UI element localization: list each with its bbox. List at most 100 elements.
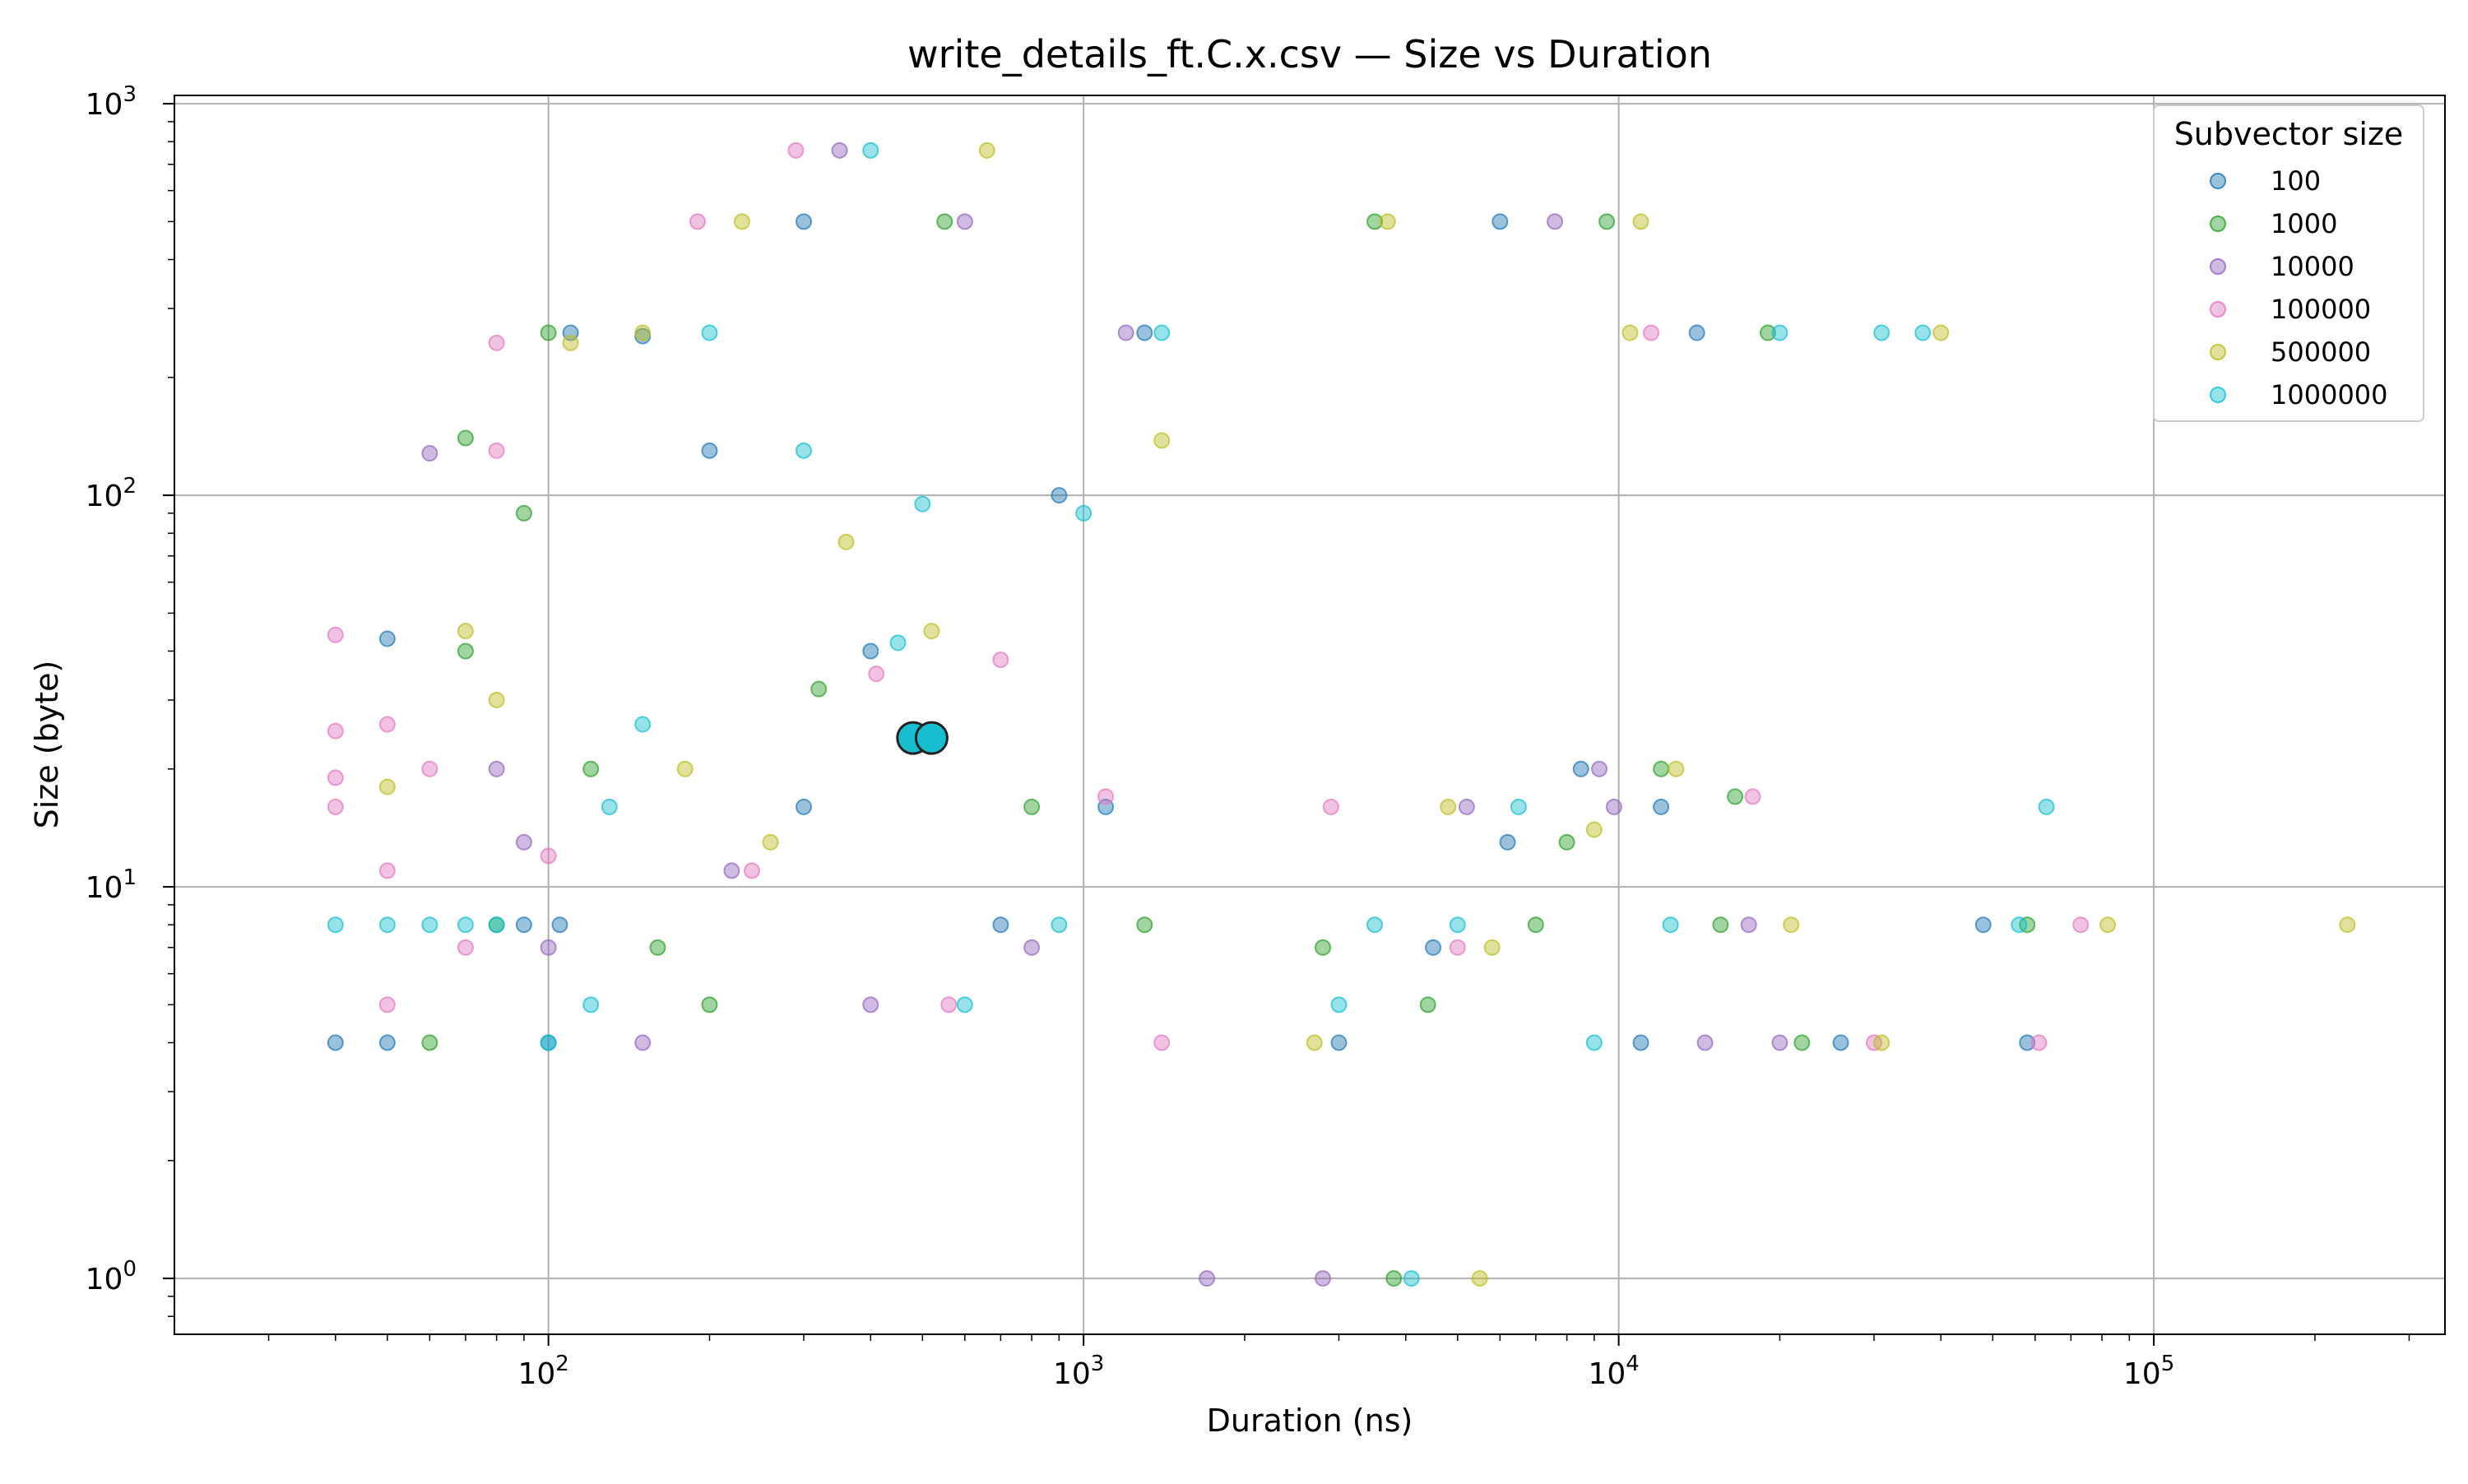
data-point	[1632, 1034, 1649, 1051]
data-point	[1605, 798, 1622, 815]
data-point	[457, 916, 474, 934]
chart-title: write_details_ft.C.x.csv — Size vs Durat…	[907, 32, 1712, 77]
data-point	[1572, 760, 1589, 777]
data-point	[1621, 324, 1639, 341]
data-point	[1668, 760, 1685, 777]
data-point	[796, 213, 813, 230]
data-point	[421, 1034, 438, 1051]
data-point	[1097, 788, 1115, 805]
data-point	[1136, 324, 1153, 341]
data-point	[540, 939, 557, 956]
data-point	[1727, 788, 1744, 805]
data-point	[1832, 1034, 1849, 1051]
series-500000	[378, 141, 2356, 1287]
data-point	[1315, 1270, 1332, 1287]
data-point	[956, 996, 973, 1013]
data-point	[421, 760, 438, 777]
data-point	[1315, 939, 1332, 956]
data-point	[837, 533, 855, 550]
data-point	[1653, 798, 1670, 815]
y-axis-label: Size (byte)	[29, 661, 65, 829]
data-point	[457, 623, 474, 640]
data-point	[701, 996, 718, 1013]
data-point	[1783, 916, 1800, 934]
data-point	[862, 996, 879, 1013]
data-point	[1385, 1270, 1403, 1287]
data-point	[2099, 916, 2117, 934]
data-point	[1653, 760, 1670, 777]
data-point	[1643, 324, 1660, 341]
data-point	[862, 141, 879, 159]
legend-box	[2153, 104, 2424, 422]
data-point	[601, 798, 618, 815]
data-point	[1598, 213, 1616, 230]
data-point	[540, 324, 557, 341]
data-point	[940, 996, 958, 1013]
data-point	[1932, 324, 1950, 341]
data-point	[1153, 1034, 1171, 1051]
data-point	[488, 691, 505, 708]
data-point	[327, 798, 344, 815]
highlighted-points	[896, 721, 949, 755]
data-point	[1632, 213, 1649, 230]
legend-item-100000: 100000	[2210, 294, 2371, 325]
data-point	[1793, 1034, 1811, 1051]
data-point	[1491, 213, 1509, 230]
data-points	[327, 141, 2356, 1287]
series-1000000	[327, 141, 2055, 1287]
data-point	[1696, 1034, 1714, 1051]
data-point	[1403, 1270, 1420, 1287]
data-point	[1023, 939, 1041, 956]
data-point	[1873, 1034, 1890, 1051]
data-point	[1449, 916, 1466, 934]
data-point	[831, 141, 848, 159]
data-point	[1558, 833, 1575, 851]
data-point	[923, 623, 940, 640]
data-point	[1547, 213, 1564, 230]
data-point	[1740, 916, 1757, 934]
legend-marker	[2210, 387, 2226, 403]
data-point	[551, 916, 568, 934]
data-point	[992, 916, 1009, 934]
data-point	[457, 939, 474, 956]
data-point	[1759, 324, 1776, 341]
data-point	[1662, 916, 1679, 934]
series-10000	[421, 141, 1788, 1287]
data-point	[978, 141, 995, 159]
series-100000	[327, 141, 2090, 1051]
data-point	[1914, 324, 1932, 341]
data-point	[1771, 324, 1788, 341]
data-point	[914, 495, 931, 512]
data-point	[540, 847, 557, 865]
data-point	[1873, 324, 1890, 341]
legend-marker	[2210, 301, 2226, 318]
legend[interactable]: Subvector size 1001000100001000005000001…	[2153, 104, 2424, 422]
data-point	[1379, 213, 1396, 230]
legend-marker	[2210, 258, 2226, 275]
data-point	[1483, 939, 1501, 956]
data-point	[1366, 916, 1384, 934]
data-point	[378, 862, 396, 879]
data-point	[1075, 504, 1093, 522]
data-point	[992, 652, 1009, 669]
data-point	[676, 760, 694, 777]
series-1000	[421, 213, 2036, 1287]
data-point	[488, 760, 505, 777]
data-point	[1117, 324, 1134, 341]
data-point	[1023, 798, 1041, 815]
data-point	[862, 642, 879, 660]
data-point	[1449, 939, 1466, 956]
legend-label: 500000	[2271, 336, 2371, 368]
data-point	[868, 665, 885, 683]
data-point	[956, 213, 973, 230]
data-point	[515, 504, 532, 522]
data-point	[1366, 213, 1384, 230]
data-point	[488, 916, 505, 934]
data-point	[1744, 788, 1761, 805]
data-point	[701, 324, 718, 341]
data-point	[796, 798, 813, 815]
data-point	[1585, 1034, 1603, 1051]
y-tick-label: 101	[86, 865, 137, 905]
legend-marker	[2210, 344, 2226, 360]
data-point	[582, 760, 600, 777]
